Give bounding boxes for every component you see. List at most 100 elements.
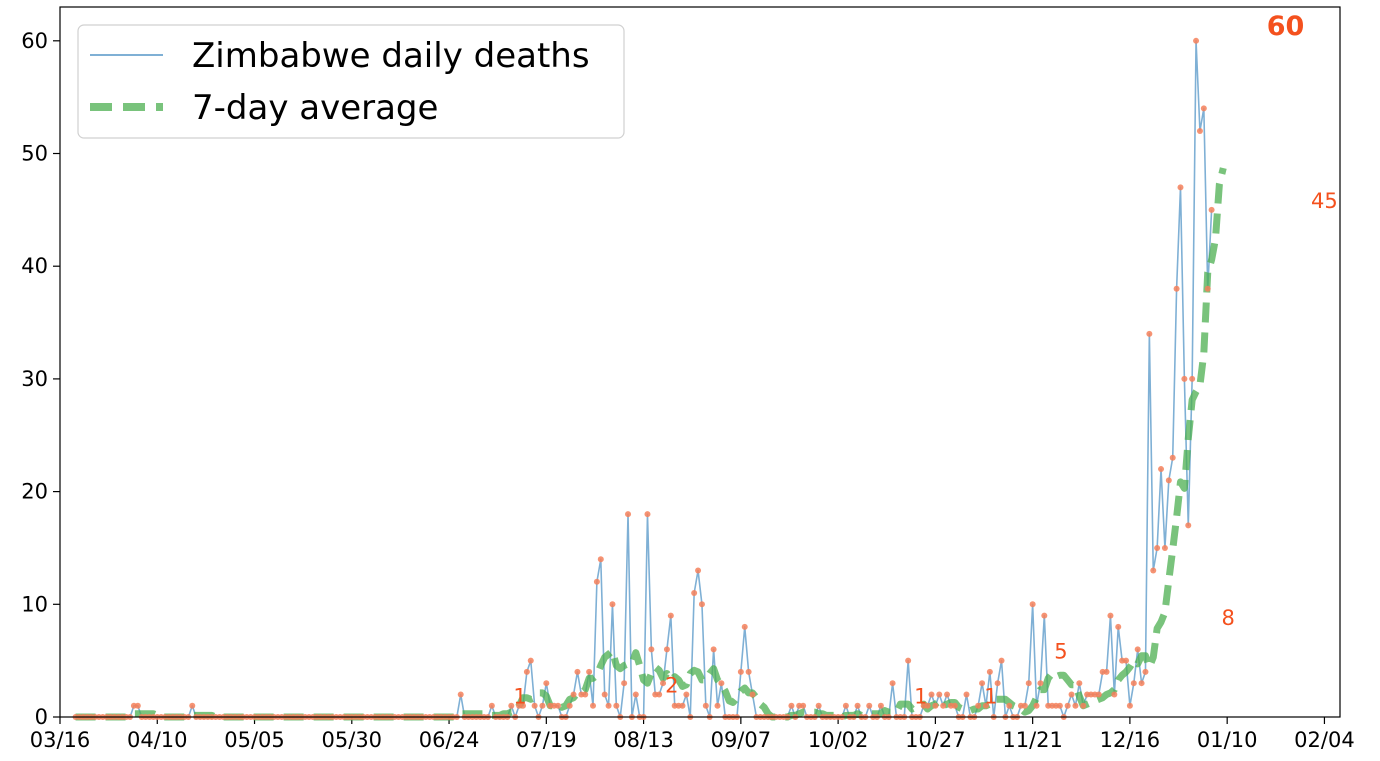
y-tick-label: 20	[21, 480, 48, 504]
x-axis-ticks: 03/16 04/10 05/05 05/30 06/24 07/19 08/13 09/07…	[30, 717, 1355, 752]
daily-point	[986, 668, 993, 675]
daily-point	[1189, 375, 1196, 382]
daily-point	[1033, 702, 1040, 709]
daily-point	[1134, 646, 1141, 653]
daily-point	[854, 702, 861, 709]
x-tick-label: 05/30	[322, 728, 383, 752]
daily-point	[586, 668, 593, 675]
daily-point	[593, 578, 600, 585]
daily-deaths-line	[75, 40, 1213, 718]
daily-point	[936, 691, 943, 698]
plot-series	[75, 40, 1227, 721]
daily-point	[644, 511, 651, 518]
daily-point	[574, 668, 581, 675]
daily-point	[656, 691, 663, 698]
daily-point	[932, 702, 939, 709]
daily-point	[1181, 375, 1188, 382]
x-tick-label: 02/04	[1294, 728, 1355, 752]
daily-point	[877, 702, 884, 709]
daily-point	[698, 601, 705, 608]
daily-point	[621, 680, 628, 687]
daily-point	[979, 680, 986, 687]
daily-point	[714, 702, 721, 709]
daily-point	[523, 668, 530, 675]
daily-point	[951, 702, 958, 709]
daily-point	[1064, 702, 1071, 709]
x-tick-label: 07/19	[516, 728, 577, 752]
daily-point	[1138, 680, 1145, 687]
annotation-label: 2	[665, 673, 678, 697]
legend-label-average: 7-day average	[192, 88, 438, 128]
daily-point	[1169, 454, 1176, 461]
daily-point	[975, 702, 982, 709]
daily-point	[683, 691, 690, 698]
daily-point	[928, 691, 935, 698]
daily-point	[1158, 466, 1165, 473]
daily-point	[667, 612, 674, 619]
daily-point	[601, 691, 608, 698]
daily-point	[1107, 612, 1114, 619]
daily-point	[924, 702, 931, 709]
daily-point	[1072, 702, 1079, 709]
daily-point	[1161, 544, 1168, 551]
daily-point	[1076, 680, 1083, 687]
daily-point	[134, 702, 141, 709]
daily-point	[1056, 702, 1063, 709]
plot-frame	[59, 6, 1341, 718]
annotation-label: 45	[1311, 189, 1338, 213]
daily-point	[1165, 477, 1172, 484]
daily-point	[1006, 702, 1013, 709]
daily-point	[508, 702, 515, 709]
daily-point	[1196, 127, 1203, 134]
daily-point	[1126, 702, 1133, 709]
daily-point	[1095, 691, 1102, 698]
daily-point	[982, 702, 989, 709]
daily-point	[710, 646, 717, 653]
y-tick-label: 60	[21, 29, 48, 53]
daily-point	[679, 702, 686, 709]
daily-point	[590, 702, 597, 709]
seven-day-average-line	[75, 167, 1227, 721]
daily-point	[1154, 544, 1161, 551]
daily-point	[1111, 691, 1118, 698]
annotations: 1 2 1 1 5 8 60 45	[513, 11, 1337, 709]
daily-point	[539, 702, 546, 709]
daily-point	[527, 657, 534, 664]
daily-point	[905, 657, 912, 664]
daily-point	[1185, 522, 1192, 529]
daily-point	[582, 691, 589, 698]
daily-point	[1200, 105, 1207, 112]
daily-point	[718, 680, 725, 687]
x-tick-label: 09/07	[711, 728, 772, 752]
daily-point	[660, 680, 667, 687]
daily-point	[737, 668, 744, 675]
daily-point	[625, 511, 632, 518]
daily-point	[940, 702, 947, 709]
daily-point	[1173, 285, 1180, 292]
x-tick-label: 04/10	[127, 728, 188, 752]
y-tick-label: 40	[21, 254, 48, 278]
x-tick-label: 06/24	[419, 728, 480, 752]
daily-point	[1150, 567, 1157, 574]
daily-point	[488, 702, 495, 709]
daily-point	[994, 680, 1001, 687]
x-tick-label: 12/16	[1100, 728, 1161, 752]
daily-point	[741, 623, 748, 630]
daily-point	[609, 601, 616, 608]
daily-point	[1029, 601, 1036, 608]
annotation-label: 5	[1054, 640, 1067, 664]
daily-point	[1080, 702, 1087, 709]
x-tick-label: 01/10	[1197, 728, 1258, 752]
daily-point	[889, 680, 896, 687]
daily-point	[815, 702, 822, 709]
legend-label-daily: Zimbabwe daily deaths	[192, 36, 590, 76]
legend: Zimbabwe daily deaths 7-day average	[77, 24, 625, 139]
y-axis-ticks: 0 10 20 30 40 50 60	[21, 29, 60, 729]
daily-point	[1068, 691, 1075, 698]
daily-point	[1037, 680, 1044, 687]
daily-point	[1123, 657, 1130, 664]
x-tick-label: 10/27	[905, 728, 966, 752]
daily-point	[531, 702, 538, 709]
daily-point	[554, 702, 561, 709]
x-tick-label: 10/02	[808, 728, 869, 752]
